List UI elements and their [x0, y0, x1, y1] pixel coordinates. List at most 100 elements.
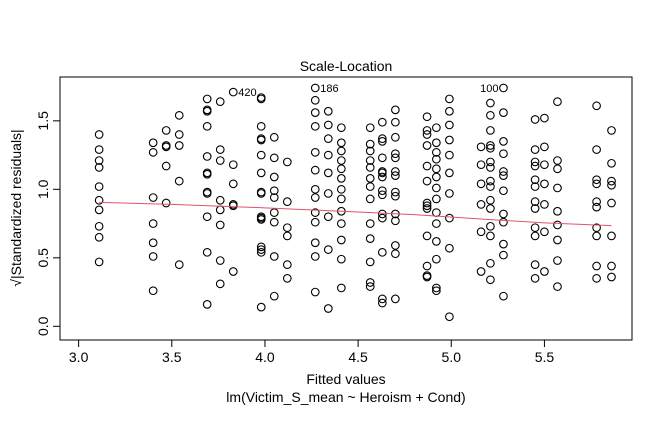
data-point	[540, 179, 549, 189]
data-point	[94, 182, 104, 191]
point-label: 420	[238, 87, 256, 99]
data-point	[215, 279, 225, 289]
data-point	[256, 168, 266, 178]
data-point	[486, 143, 495, 153]
data-point	[432, 183, 441, 193]
data-point	[445, 312, 454, 322]
data-point	[269, 217, 279, 227]
data-point	[282, 274, 292, 283]
data-point	[215, 156, 225, 165]
data-point	[530, 157, 540, 167]
data-point	[499, 171, 508, 180]
data-point	[553, 206, 562, 216]
data-point	[445, 168, 454, 178]
data-point	[336, 164, 346, 174]
data-point	[336, 235, 346, 245]
data-point	[530, 274, 540, 283]
data-point	[530, 197, 540, 207]
plot-frame	[59, 76, 633, 341]
data-point	[476, 160, 486, 170]
data-point	[607, 272, 616, 282]
data-point	[499, 167, 508, 176]
data-point	[310, 184, 320, 194]
smooth-trend-line	[99, 201, 612, 227]
data-point	[256, 247, 266, 257]
data-point	[592, 101, 601, 111]
y-tick-label: 1.5	[35, 111, 51, 131]
data-point	[422, 272, 432, 282]
data-point	[486, 182, 495, 191]
y-tick-label: 1.0	[35, 179, 51, 199]
data-point	[365, 282, 375, 291]
x-axis: 3.0 3.5 4.0 4.5 5.0 5.5	[69, 339, 554, 365]
data-point	[391, 249, 400, 259]
data-point	[202, 106, 212, 116]
data-point	[530, 175, 540, 185]
data-point	[256, 135, 266, 145]
data-point	[592, 197, 601, 207]
data-point	[377, 134, 387, 143]
data-point	[432, 164, 441, 174]
data-point	[269, 193, 279, 202]
data-point	[422, 126, 432, 135]
data-point	[94, 257, 104, 267]
data-point	[422, 130, 432, 139]
data-point	[310, 108, 320, 117]
data-point	[553, 183, 562, 193]
data-point	[174, 130, 184, 139]
data-point	[486, 176, 495, 186]
model-subtitle: lm(Victim_S_mean ~ Heroism + Cond)	[226, 389, 465, 405]
data-point	[202, 152, 212, 161]
data-point	[592, 231, 601, 241]
data-point	[422, 161, 432, 171]
data-point	[148, 286, 158, 296]
data-point	[377, 117, 387, 127]
data-point	[310, 193, 320, 202]
data-point	[486, 231, 495, 241]
data-point	[553, 164, 562, 174]
data-point	[148, 238, 158, 248]
data-point	[282, 157, 292, 167]
data-point	[432, 286, 441, 296]
data-point	[94, 221, 104, 231]
data-point	[377, 137, 387, 146]
data-point	[323, 212, 333, 222]
data-point	[553, 282, 562, 291]
data-point	[228, 87, 238, 97]
data-point	[202, 169, 212, 179]
data-point	[228, 160, 238, 170]
data-point	[365, 146, 375, 156]
data-point	[336, 146, 346, 156]
data-point	[530, 204, 540, 213]
x-tick-label: 4.5	[348, 349, 368, 365]
data-point	[202, 121, 212, 131]
data-point	[530, 231, 540, 241]
data-point	[432, 254, 441, 264]
data-point	[422, 201, 432, 211]
data-point	[432, 237, 441, 246]
data-point	[553, 256, 562, 265]
chart-title: Scale-Location	[300, 58, 393, 74]
data-point	[94, 232, 104, 242]
data-point	[377, 153, 387, 163]
data-point	[486, 204, 495, 213]
data-point	[269, 153, 279, 163]
data-point	[592, 274, 601, 283]
data-point	[256, 302, 266, 312]
data-point	[310, 217, 320, 227]
data-point	[391, 187, 400, 197]
data-point	[377, 247, 387, 257]
data-point	[499, 250, 508, 260]
data-point	[269, 186, 279, 196]
data-point	[148, 252, 158, 261]
data-point	[365, 257, 375, 267]
data-point	[94, 205, 104, 215]
data-point	[310, 252, 320, 261]
data-point	[365, 194, 375, 204]
data-point	[592, 175, 601, 185]
data-point	[553, 220, 562, 230]
data-point	[282, 223, 292, 233]
data-point	[530, 161, 540, 171]
data-point	[365, 174, 375, 183]
data-point	[486, 157, 495, 167]
